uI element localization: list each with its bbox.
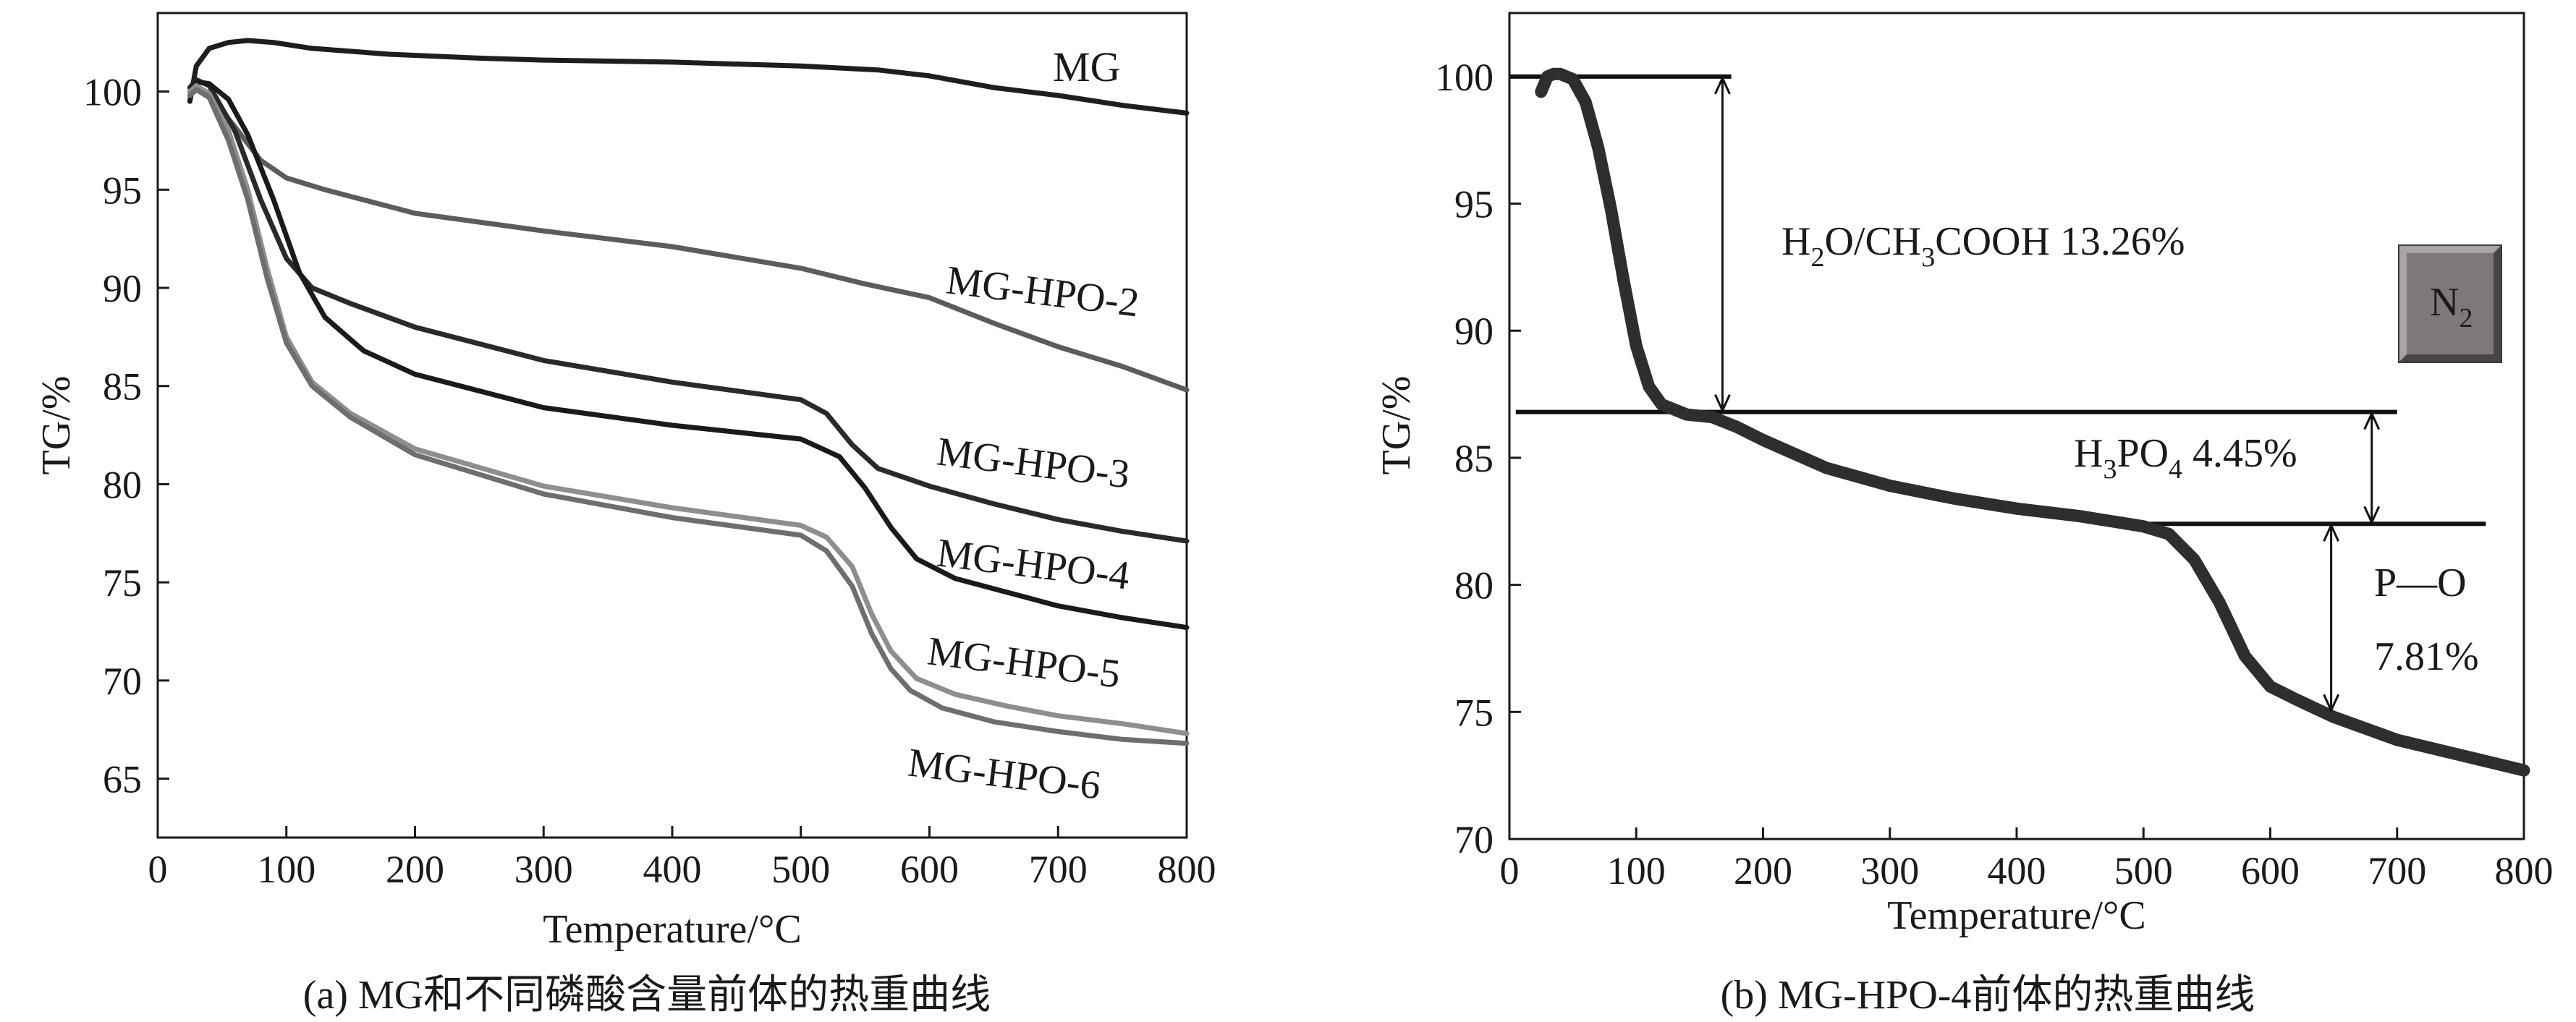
series-line-mg-hpo-6 <box>187 87 1190 746</box>
panel-b-x-tick-label: 600 <box>2241 849 2300 893</box>
panel-a-y-tick-label: 90 <box>103 267 142 310</box>
panel-a-x-tick-label: 300 <box>514 848 573 891</box>
series-label-mg-hpo-3: MG-HPO-3 <box>934 429 1132 497</box>
panel-a-chart: 0 100 200 300 400 500 600 700 800 65 70 75 80 85 90 95 1… <box>34 12 1216 1018</box>
series-label-mg-hpo-4: MG-HPO-4 <box>934 530 1132 598</box>
panel-b-y-tick-label: 95 <box>1454 183 1494 226</box>
panel-a-x-tick-label: 400 <box>643 848 702 891</box>
panel-a-x-axis-label: Temperature/°C <box>543 907 801 952</box>
annotation-h2o-ch3cooh: H2O/CH3COOH 13.26% <box>1781 219 2185 273</box>
atmosphere-badge: N2 <box>2398 244 2502 363</box>
series-line-mg-hpo-5 <box>187 82 1190 736</box>
series-label-mg-hpo-6: MG-HPO-6 <box>905 740 1103 808</box>
atmosphere-label: N2 <box>2430 280 2473 333</box>
panel-b-chart: 0 100 200 300 400 500 600 700 800 70 75 80 85 90 95 100… <box>1374 12 2554 1018</box>
panel-b-x-tick-label: 500 <box>2114 849 2173 893</box>
measurement-arrow-1 <box>1714 75 1731 414</box>
panel-b-y-tick-label: 90 <box>1454 310 1494 353</box>
panel-a-x-tick-label: 0 <box>148 848 168 891</box>
series-line-mg-hpo-4 <box>1535 67 2530 777</box>
panel-a-x-tick-label: 200 <box>386 848 444 891</box>
panel-b-y-axis-label: TG/% <box>1374 376 1419 475</box>
panel-a-y-tick-label: 80 <box>103 463 142 506</box>
series-label-mg-hpo-5: MG-HPO-5 <box>925 629 1122 697</box>
panel-b-x-tick-label: 400 <box>1988 849 2046 893</box>
panel-a-x-tick-label: 600 <box>900 848 959 891</box>
series-label-mg: MG <box>1053 43 1120 90</box>
measurement-arrow-3 <box>2323 522 2339 713</box>
panel-b-x-tick-label: 700 <box>2368 849 2426 893</box>
annotation-h3po4: H3PO4 4.45% <box>2074 431 2297 485</box>
panel-a-x-tick-label: 100 <box>257 848 315 891</box>
panel-b-x-tick-label: 200 <box>1734 849 1792 893</box>
panel-b-y-tick-label: 80 <box>1454 564 1494 608</box>
series-line-mg-hpo-3 <box>187 77 1190 544</box>
panel-b-x-tick-label: 800 <box>2495 849 2554 893</box>
panel-b-y-tick-label: 70 <box>1454 818 1494 861</box>
series-line-mg <box>187 38 1190 116</box>
panel-a-y-tick-label: 65 <box>103 758 142 801</box>
panel-a-y-axis-label: TG/% <box>34 376 79 475</box>
panel-a-caption: (a) MG和不同磷酸含量前体的热重曲线 <box>303 973 991 1018</box>
panel-b-x-axis-label: Temperature/°C <box>1887 893 2145 938</box>
panel-b-x-tick-label: 100 <box>1607 849 1666 893</box>
measurement-arrow-2 <box>2363 411 2381 525</box>
panel-a-x-tick-label: 800 <box>1158 848 1216 891</box>
panel-b-y-tick-label: 75 <box>1454 691 1494 734</box>
panel-a-x-tick-label: 700 <box>1029 848 1088 891</box>
panel-a-y-tick-label: 100 <box>83 71 142 114</box>
series-line-mg-hpo-2 <box>187 87 1190 393</box>
panel-b-x-tick-label: 300 <box>1860 849 1919 893</box>
panel-a-x-tick-label: 500 <box>771 848 830 891</box>
panel-a-y-tick-label: 85 <box>103 365 142 409</box>
annotation-p-o-value: 7.81% <box>2374 634 2479 679</box>
panel-a-y-tick-label: 70 <box>103 660 142 703</box>
panel-a-y-tick-label: 75 <box>103 561 142 605</box>
panel-b-x-tick-label: 0 <box>1500 849 1520 893</box>
annotation-p-o-name: P—O <box>2374 561 2467 605</box>
series-line-mg-hpo-4 <box>187 79 1190 631</box>
panel-b-y-tick-label: 100 <box>1435 56 1494 99</box>
panel-b-caption: (b) MG-HPO-4前体的热重曲线 <box>1721 973 2255 1018</box>
panel-a-y-tick-label: 95 <box>103 169 142 212</box>
panel-b-y-tick-label: 85 <box>1454 437 1494 480</box>
